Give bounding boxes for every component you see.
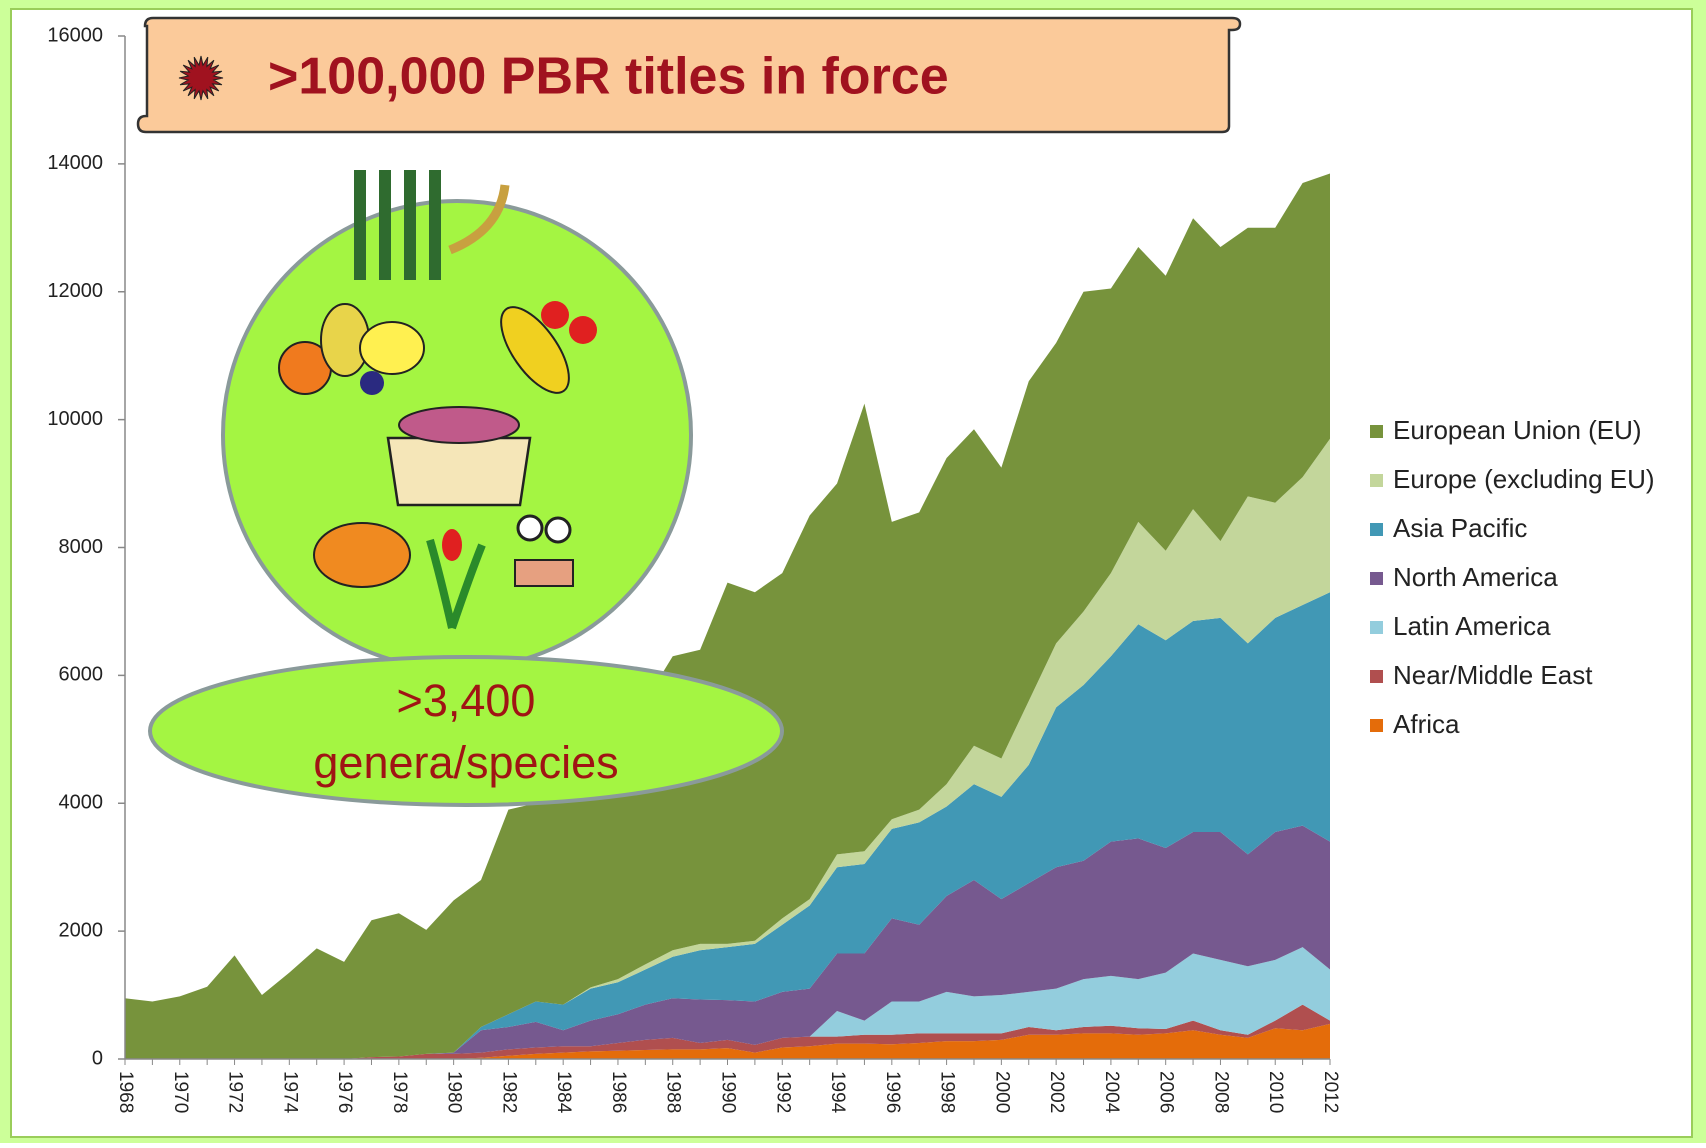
legend-label: European Union (EU) [1393,415,1642,445]
area [125,592,1330,1059]
tulip [442,529,462,561]
legend-label: Latin America [1393,611,1551,641]
x-tick-label: 1988 [663,1071,684,1113]
area [125,825,1330,1059]
vegetables [398,406,520,444]
species-ellipse [148,655,784,807]
x-tick-label: 1976 [334,1071,355,1113]
x-tick-label: 1970 [170,1071,191,1113]
x-tick-label: 1984 [553,1071,574,1114]
species-count: >3,400 [397,675,536,726]
y-tick-label: 12000 [47,280,103,302]
banner-text: >100,000 PBR titles in force [268,48,949,106]
x-tick-label: 1990 [717,1071,738,1113]
flower-box [514,559,574,587]
y-tick-label: 6000 [59,664,104,686]
legend-swatch [1370,670,1383,683]
area [125,947,1330,1059]
x-tick-label: 1982 [498,1071,519,1113]
plum [360,371,384,395]
title-banner [136,16,1242,134]
y-tick-label: 2000 [59,919,104,941]
basket [386,436,532,507]
y-tick-label: 16000 [47,24,103,46]
lemon [359,321,425,375]
y-tick-label: 10000 [47,408,103,430]
y-tick-label: 0 [92,1047,103,1069]
rose [569,316,597,344]
grain [448,184,510,255]
area [125,1023,1330,1059]
wheat [354,170,441,280]
x-tick-label: 1998 [937,1071,958,1113]
legend-label: North America [1393,562,1558,592]
x-tick-label: 1978 [389,1071,410,1113]
x-tick-label: 1968 [115,1071,136,1113]
x-tick-label: 2008 [1210,1071,1231,1113]
area [125,173,1330,1060]
y-tick-label: 4000 [59,792,104,814]
legend-label: Near/Middle East [1393,660,1593,690]
pumpkin [313,522,411,588]
x-tick-label: 1994 [827,1071,848,1114]
x-tick-label: 1996 [882,1071,903,1113]
overlay: >100,000 PBR titles in force >3,400 gene… [136,16,1242,807]
legend-label: Africa [1393,709,1460,739]
legend-label: Europe (excluding EU) [1393,464,1655,494]
y-tick-label: 8000 [59,536,104,558]
x-tick-label: 1972 [225,1071,246,1113]
x-tick-label: 1974 [279,1071,300,1114]
x-tick-label: 2010 [1265,1071,1286,1113]
legend-swatch [1370,523,1383,536]
legend-swatch [1370,425,1383,438]
plot: 0 2000 4000 6000 8000 10000 12000 14000 16000 196… [47,24,1654,1113]
x-tick-label: 1980 [444,1071,465,1113]
corn [500,306,570,394]
tulip-leaves [426,538,486,630]
x-tick-label: 1986 [608,1071,629,1113]
area [125,1004,1330,1059]
legend-swatch [1370,474,1383,487]
clipart [278,170,597,630]
legend-label: Asia Pacific [1393,513,1527,543]
x-tick-label: 2012 [1320,1071,1341,1113]
x-tick-label: 1992 [772,1071,793,1113]
x-tick-label: 2000 [991,1071,1012,1113]
x-tick-label: 2006 [1156,1071,1177,1113]
legend-swatch [1370,719,1383,732]
rose [541,301,569,329]
flower [544,516,572,544]
species-label: genera/species [313,737,618,788]
legend-swatch [1370,572,1383,585]
legend-swatch [1370,621,1383,634]
x-tick-label: 2002 [1046,1071,1067,1113]
flower [516,514,544,542]
starburst [178,55,224,101]
y-tick-label: 14000 [47,152,103,174]
x-tick-label: 2004 [1101,1071,1122,1114]
